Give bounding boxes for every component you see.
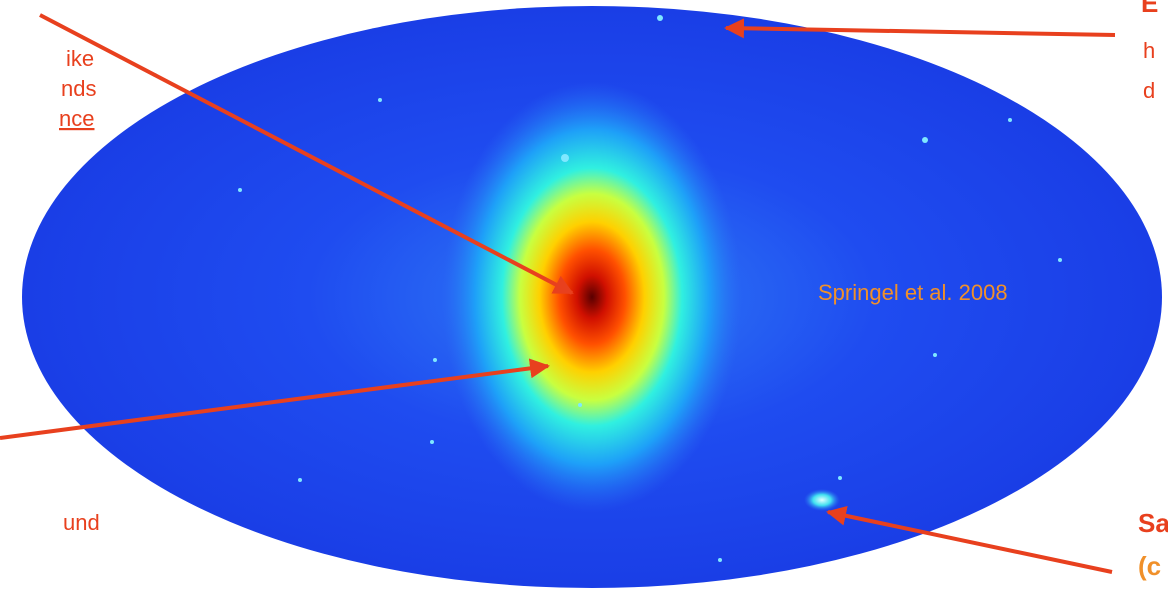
annotation-text: h bbox=[1143, 38, 1155, 63]
slide: ike nds nce und Springel et al. 2008 E h… bbox=[0, 0, 1168, 590]
annotation-heading: E bbox=[1141, 0, 1158, 18]
annotation-text: ike bbox=[66, 46, 94, 71]
annotation-text: d bbox=[1143, 78, 1155, 103]
annotation-heading: Sa bbox=[1138, 508, 1168, 538]
credit: Springel et al. 2008 bbox=[818, 280, 1008, 305]
annotation-text: und bbox=[63, 510, 100, 535]
main-halo bbox=[442, 82, 742, 512]
subhalo bbox=[804, 489, 840, 511]
annotation-heading: (c bbox=[1138, 551, 1161, 581]
page: ike nds nce und Springel et al. 2008 E h… bbox=[0, 0, 1168, 590]
annotation-text: nce bbox=[59, 106, 94, 131]
annotation-text: nds bbox=[61, 76, 96, 101]
